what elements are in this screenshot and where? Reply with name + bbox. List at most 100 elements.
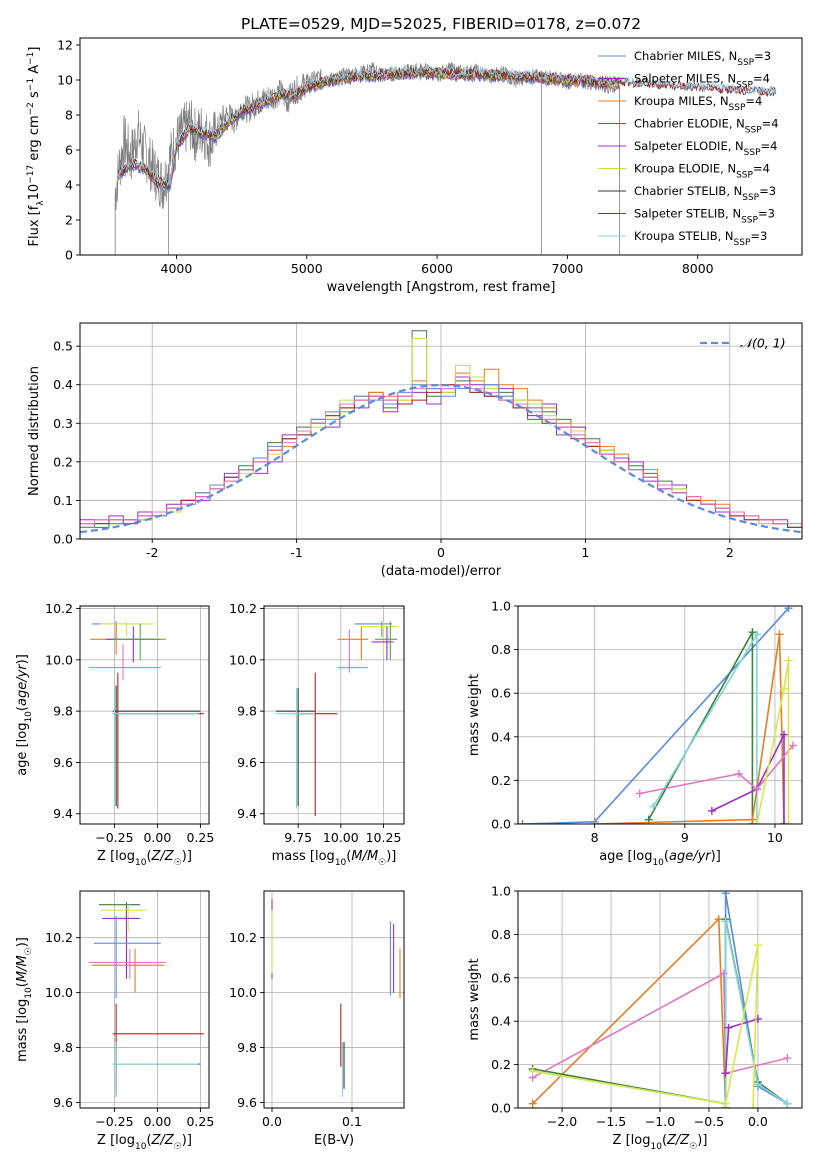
age_vs_Z-xlabel-part: (	[146, 849, 151, 864]
spectrum-ytick-label: 8	[65, 108, 73, 123]
mass_vs_EBV-ytick-label: 9.8	[237, 1040, 257, 1055]
age_vs_Z-xlabel-part: Z [log	[97, 849, 135, 864]
series-marker	[783, 1054, 792, 1063]
massweight_vs_age-xlabel-part: 10	[652, 858, 664, 868]
series-line	[594, 634, 785, 824]
mass_vs_EBV-xlabel: E(B-V)	[314, 1133, 354, 1148]
mass_vs_Z-ytick-label: 9.6	[53, 1095, 73, 1110]
age_vs_Z-plot-area	[88, 621, 204, 809]
massweight_vs_age-xlabel-part: age [log	[599, 849, 652, 864]
age_vs_mass-xtick-label: 10.00	[323, 830, 359, 845]
legend-entry: Salpeter MILES, NSSP=4	[634, 72, 770, 91]
age_vs_Z-xtick-label: −0.25	[95, 830, 133, 845]
massweight_vs_age-frame	[517, 605, 803, 825]
model-spectrum-line	[117, 64, 777, 187]
age_vs_mass-plot-area	[275, 621, 398, 817]
legend-entry-tail: =4	[745, 94, 762, 108]
mass_vs_EBV-xlabel-part: E(B-V)	[314, 1133, 354, 1148]
residual_histogram-ytick-label: 0.2	[53, 454, 73, 469]
massweight_vs_age-ytick-label: 0.0	[491, 817, 511, 832]
series-marker	[721, 891, 730, 898]
spectrum-xtick-label: 6000	[421, 261, 453, 276]
series-marker	[752, 785, 761, 794]
mass_vs_EBV-frame	[263, 890, 405, 1109]
age_vs_mass-xlabel-part: )]	[386, 849, 396, 864]
series-marker	[749, 1104, 758, 1108]
residual_histogram-xtick-label: -1	[290, 545, 302, 560]
spectrum-ylabel-part: 10	[27, 184, 42, 201]
age_vs_Z-ytick-label: 9.6	[53, 755, 73, 770]
massweight_vs_Z-xlabel-part: Z [log	[613, 1133, 651, 1148]
series-line	[652, 631, 758, 824]
legend-entry-tail: =4	[753, 162, 770, 176]
series-marker	[783, 1099, 792, 1108]
age_vs_Z-ylabel-part: 10	[24, 711, 34, 723]
age_vs_mass-xtick-label: 9.75	[284, 830, 312, 845]
age_vs_Z-ylabel: age [log10(age/yr)]	[15, 654, 34, 776]
spectrum-ylabel-part: −1	[26, 78, 36, 91]
legend-entry: 𝒩(0, 1)	[740, 336, 786, 351]
spectrum-ytick-label: 2	[65, 213, 73, 228]
legend-entry-tail: =3	[759, 184, 776, 198]
mass_vs_EBV-ytick-label: 10.0	[229, 985, 257, 1000]
series-line	[639, 744, 794, 795]
spectrum-legend: Chabrier MILES, NSSP=3 Salpeter MILES, NS…	[598, 49, 779, 248]
massweight_vs_age-ytick-label: 0.2	[491, 773, 511, 788]
massweight_vs_Z-ytick-label: 0.2	[491, 1057, 511, 1072]
series-marker	[753, 1080, 762, 1089]
series-marker	[721, 917, 730, 926]
residual_histogram-xtick-label: -2	[146, 545, 158, 560]
massweight_vs_Z-ylabel-part: mass weight	[467, 958, 482, 1040]
age_vs_mass-xlabel-part: (	[346, 849, 351, 864]
massweight_vs_Z-ytick-label: 0.4	[491, 1014, 511, 1029]
mass_vs_Z-xtick-label: −0.25	[95, 1114, 133, 1129]
mass_vs_EBV-axes: 0.0 0.1 9.6 9.8 10.0 10.2 E(B-V)	[229, 890, 405, 1148]
age_vs_Z-axes: −0.25 0.00 0.259.49.69.810.010.2Z [log10(Z…	[15, 601, 214, 868]
series-marker	[707, 806, 716, 815]
age_vs_mass-axes: 9.75 10.00 10.25 9.4 9.6 9.8 10.0 10.2 mass [log…	[229, 601, 405, 868]
spectrum-ytick-label: 0	[65, 248, 73, 263]
series-marker	[635, 789, 644, 798]
massweight_vs_age-ytick-label: 0.6	[491, 686, 511, 701]
age_vs_mass-ytick-label: 10.2	[229, 601, 257, 616]
series-marker	[714, 915, 723, 924]
residual_histogram-xtick-label: 0	[437, 545, 445, 560]
legend-entry-tail: =4	[762, 117, 779, 131]
spectrum-ytick-label: 4	[65, 178, 73, 193]
mass_vs_Z-ylabel-part: ☉	[24, 947, 34, 955]
massweight_vs_Z-xlabel-part: )]	[697, 1133, 707, 1148]
age_vs_Z-xlabel-part: )]	[182, 849, 192, 864]
age_vs_mass-ytick-label: 10.0	[229, 652, 257, 667]
mass_vs_Z-xlabel-part: Z [log	[97, 1133, 135, 1148]
legend-entry-tail: =3	[754, 49, 771, 63]
series-marker	[590, 820, 599, 824]
mass_vs_Z-plot-area	[88, 901, 204, 1098]
residual_histogram-xlabel-part: (data-model)/error	[381, 564, 502, 579]
legend-entry-sub: SSP	[741, 216, 758, 226]
massweight_vs_age-xtick-label: 8	[591, 830, 599, 845]
legend-entry: Chabrier ELODIE, NSSP=4	[634, 117, 779, 136]
age_vs_Z-xlabel-part: Z/Z	[151, 849, 175, 864]
residual_histogram-ytick-label: 0.5	[53, 339, 73, 354]
spectrum-xlabel-part: wavelength [Angstrom, rest frame]	[327, 280, 556, 295]
spectrum-ylabel-part: Flux [f	[27, 205, 42, 246]
age_vs_mass-frame	[263, 605, 405, 825]
legend-entry-sub: SSP	[729, 103, 746, 113]
mass_vs_Z-xtick-label: 0.00	[143, 1114, 171, 1129]
age_vs_mass-xlabel-part: ☉	[378, 858, 386, 868]
series-line	[532, 972, 788, 1079]
legend-entry: Chabrier MILES, NSSP=3	[634, 49, 771, 68]
age_vs_Z-xtick-label: 0.00	[143, 830, 171, 845]
legend-entry: Kroupa ELODIE, NSSP=4	[634, 162, 770, 181]
massweight_vs_Z-ytick-label: 0.8	[491, 927, 511, 942]
legend-entry-main: Kroupa MILES, N	[634, 94, 729, 108]
massweight_vs_Z-xlabel-part: ☉	[689, 1142, 697, 1152]
spectrum-axes: 4000 5000 6000 7000 8000 0 2 4 6 8 10 12 Chabrier MI…	[26, 37, 803, 295]
series-marker	[721, 1099, 730, 1108]
massweight_vs_Z-xtick-label: −1.0	[645, 1114, 675, 1129]
series-line	[711, 734, 785, 824]
residual_histogram-ytick-label: 0.0	[53, 532, 73, 547]
legend-entry: Salpeter STELIB, NSSP=3	[634, 207, 775, 226]
